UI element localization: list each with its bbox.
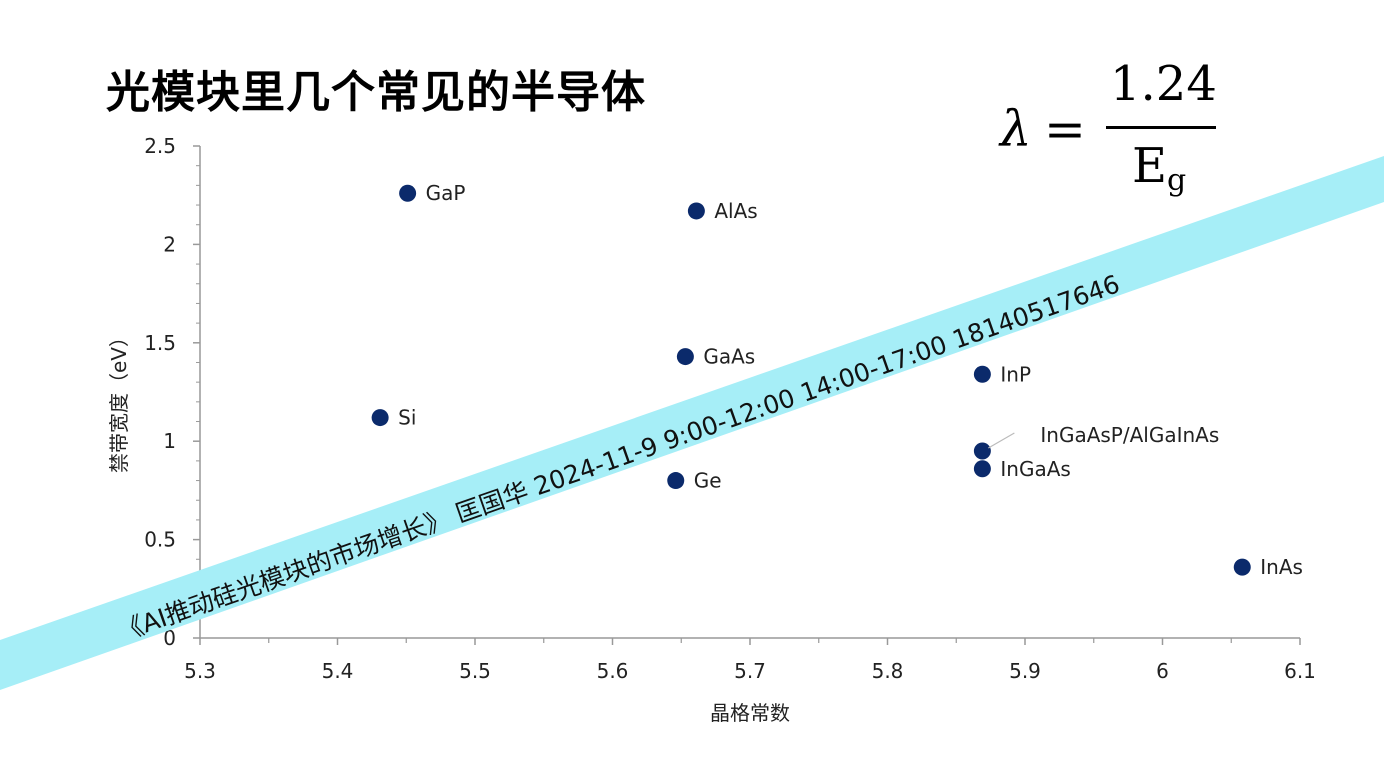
- formula-equals: =: [1044, 100, 1086, 158]
- x-tick-label: 5.3: [184, 659, 216, 683]
- data-point: [371, 409, 389, 427]
- data-point: [667, 472, 685, 490]
- y-tick-label: 2.5: [144, 134, 176, 158]
- data-point: [399, 184, 417, 202]
- data-label: AlAs: [714, 199, 757, 223]
- data-label: Ge: [694, 469, 722, 493]
- x-tick-label: 5.8: [872, 659, 904, 683]
- data-point: [973, 365, 991, 383]
- page-title: 光模块里几个常见的半导体: [106, 67, 646, 118]
- x-tick-label: 5.7: [734, 659, 766, 683]
- x-tick-label: 5.6: [597, 659, 629, 683]
- data-label: InP: [1000, 362, 1031, 386]
- data-label-leader: [988, 432, 1015, 449]
- y-tick-label: 0: [163, 626, 176, 650]
- x-tick-label: 6.1: [1284, 659, 1316, 683]
- y-tick-label: 1.5: [144, 331, 176, 355]
- data-label: Si: [398, 406, 416, 430]
- data-label: InAs: [1260, 555, 1303, 579]
- x-tick-label: 5.5: [459, 659, 491, 683]
- y-tick-label: 1: [163, 429, 176, 453]
- y-tick-label: 0.5: [144, 528, 176, 552]
- x-tick-label: 5.4: [322, 659, 354, 683]
- x-axis-label: 晶格常数: [710, 701, 790, 725]
- data-label: InGaAs: [1000, 457, 1070, 481]
- x-tick-label: 5.9: [1009, 659, 1041, 683]
- formula-fraction-bar: [1106, 126, 1216, 129]
- data-point: [973, 442, 991, 460]
- y-axis-label: 禁带宽度（eV）: [107, 327, 131, 473]
- data-point: [1233, 558, 1251, 576]
- data-label: GaAs: [703, 345, 755, 369]
- data-label: InGaAsP/AlGaInAs: [1040, 423, 1219, 447]
- data-point: [687, 202, 705, 220]
- y-tick-label: 2: [163, 232, 176, 256]
- data-point: [676, 348, 694, 366]
- x-tick-label: 6: [1156, 659, 1169, 683]
- formula-numerator: 1.24: [1110, 56, 1217, 112]
- formula-lambda: λ: [1000, 100, 1032, 158]
- data-point: [973, 460, 991, 478]
- data-label: GaP: [426, 181, 466, 205]
